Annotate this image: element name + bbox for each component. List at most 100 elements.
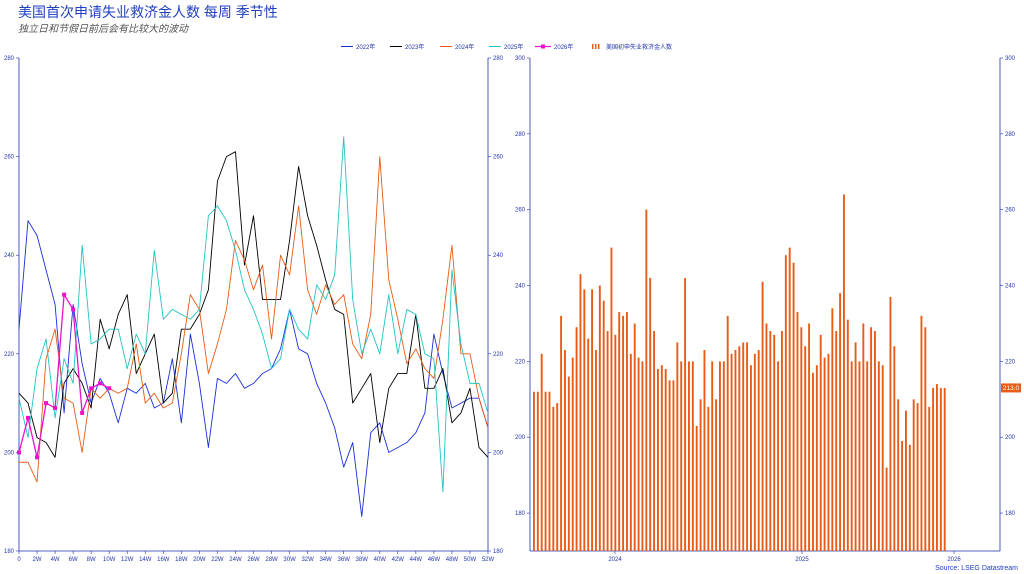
bar — [773, 334, 776, 551]
series-point-2026 — [80, 410, 85, 415]
bar — [854, 342, 857, 551]
bar — [571, 357, 574, 551]
bar — [897, 399, 900, 551]
bar — [792, 262, 795, 551]
bar — [560, 315, 563, 551]
bar — [676, 342, 679, 551]
series-point-2026 — [17, 450, 21, 455]
left-x-tick-label: 30W — [283, 557, 296, 563]
bar — [684, 277, 687, 551]
left-x-tick-label: 52W — [482, 557, 495, 563]
left-y-tick-label: 180 — [4, 549, 15, 555]
bar — [874, 331, 876, 551]
left-x-tick-label: 40W — [374, 557, 387, 563]
legend-label-2022: 2022年 — [356, 43, 375, 51]
bar — [540, 353, 543, 551]
right-y-tick-label: 260 — [515, 208, 526, 214]
left-y2-tick-label: 200 — [493, 450, 504, 456]
bar — [928, 406, 931, 551]
bar — [905, 410, 907, 551]
bar — [788, 247, 791, 551]
bar — [858, 361, 861, 551]
bar — [575, 327, 578, 551]
bar — [564, 350, 566, 551]
left-x-tick-label: 32W — [301, 557, 314, 563]
right-y2-tick-label: 200 — [1005, 435, 1016, 441]
left-x-tick-label: 42W — [392, 557, 405, 563]
bar — [715, 399, 718, 551]
bar — [943, 387, 946, 551]
bar — [885, 467, 888, 551]
bar — [827, 353, 830, 551]
left-x-tick-label: 28W — [265, 557, 278, 563]
bar — [843, 194, 845, 551]
series-line-2023 — [18, 151, 489, 458]
bar — [722, 361, 725, 551]
bar — [672, 380, 675, 551]
series-line-2024 — [19, 156, 489, 483]
bar — [870, 327, 873, 551]
left-x-tick-label: 4W — [51, 557, 60, 563]
bar — [815, 365, 818, 551]
right-y-tick-label: 220 — [515, 359, 526, 365]
left-x-tick-label: 6W — [69, 557, 78, 563]
left-y2-tick-label: 220 — [493, 352, 504, 358]
bar — [908, 444, 911, 551]
bar — [567, 376, 570, 551]
bar — [823, 357, 826, 551]
legend-marker-2026 — [541, 44, 545, 49]
bar — [784, 255, 787, 551]
left-x-tick-label: 14W — [139, 557, 152, 563]
bar — [819, 334, 822, 551]
bar — [606, 331, 609, 551]
bar — [901, 441, 904, 551]
left-y-tick-label: 260 — [4, 155, 15, 161]
left-x-tick-label: 34W — [319, 557, 332, 563]
right-y2-tick-label: 260 — [1005, 208, 1016, 214]
right-x-tick-label: 2026 — [947, 557, 961, 563]
left-x-tick-label: 24W — [229, 557, 242, 563]
bar — [730, 353, 733, 551]
bar — [688, 361, 690, 551]
bar — [610, 247, 613, 551]
bar — [831, 308, 834, 551]
bar — [637, 357, 640, 551]
bar — [932, 387, 935, 551]
bar — [548, 391, 551, 551]
right-y2-tick-label: 180 — [1005, 511, 1016, 517]
source-note: Source: LSEG Datastream — [935, 565, 1018, 572]
left-x-tick-label: 50W — [464, 557, 477, 563]
left-x-tick-label: 38W — [356, 557, 369, 563]
page-title: 美国首次申请失业救济金人数 每周 季节性 — [18, 4, 278, 20]
series-point-2026 — [44, 401, 49, 406]
bar — [536, 391, 539, 551]
left-x-tick-label: 48W — [446, 557, 459, 563]
series-line-2022 — [18, 220, 489, 517]
left-x-tick-label: 10W — [103, 557, 116, 563]
bar — [765, 323, 768, 551]
bar — [777, 361, 780, 551]
legend-label-2023: 2023年 — [405, 43, 424, 51]
right-x-tick-label: 2025 — [795, 557, 809, 563]
bar — [924, 327, 927, 551]
series-point-2026 — [107, 386, 112, 391]
bar — [711, 361, 714, 551]
bar — [552, 406, 555, 551]
bar — [742, 342, 745, 551]
series-point-2026 — [98, 381, 103, 386]
left-y2-tick-label: 260 — [493, 155, 504, 161]
bar — [753, 353, 756, 551]
legend-label-2026: 2026年 — [554, 43, 573, 51]
bar — [769, 331, 772, 551]
series-point-2026 — [71, 307, 76, 312]
legend-label-2024: 2024年 — [455, 43, 474, 51]
bar — [889, 296, 892, 551]
bar — [912, 399, 915, 551]
bar — [622, 315, 625, 551]
series-point-2026 — [89, 386, 94, 391]
legend-swatch-bars — [592, 44, 600, 49]
bar — [614, 334, 617, 551]
bar — [703, 350, 706, 551]
series-point-2026 — [62, 292, 67, 297]
